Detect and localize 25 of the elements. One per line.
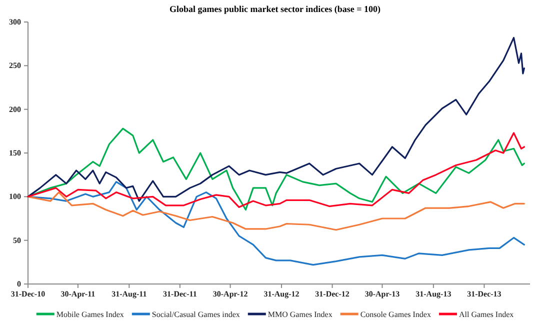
line-series xyxy=(27,192,525,231)
y-tick-label: 100 xyxy=(9,192,21,202)
x-tick-label: 31-Aug-12 xyxy=(264,290,300,299)
legend-label: Mobile Games Index xyxy=(56,310,124,319)
legend-label: Social/Casual Games index xyxy=(152,310,240,319)
x-tick-label: 31-Dec-13 xyxy=(467,290,502,299)
x-tick-label: 31-Dec-11 xyxy=(163,290,197,299)
y-tick-label: 250 xyxy=(9,61,21,70)
x-tick-label: 30-Apr-11 xyxy=(60,290,96,299)
y-tick-label: 0 xyxy=(17,280,21,289)
x-tick-label: 30-Apr-12 xyxy=(212,290,248,299)
x-tick-label: 31-Aug-11 xyxy=(112,290,147,299)
legend-label: All Games Index xyxy=(458,310,514,319)
x-tick-label: 31-Aug-13 xyxy=(416,290,452,299)
y-tick-label: 200 xyxy=(9,104,21,114)
line-series xyxy=(27,36,525,202)
legend-label: MMO Games Index xyxy=(268,310,332,319)
x-tick-label: 30-Apr-13 xyxy=(364,290,400,299)
x-tick-label: 31-Dec-10 xyxy=(10,290,46,299)
chart-title: Global games public market sector indices (base = 100) xyxy=(170,4,380,14)
y-tick-label: 50 xyxy=(13,236,21,245)
legend-label: Console Games Index xyxy=(360,310,431,319)
x-tick-label: 31-Dec-12 xyxy=(315,290,350,299)
y-tick-label: 300 xyxy=(9,18,21,27)
y-tick-label: 150 xyxy=(9,148,21,158)
